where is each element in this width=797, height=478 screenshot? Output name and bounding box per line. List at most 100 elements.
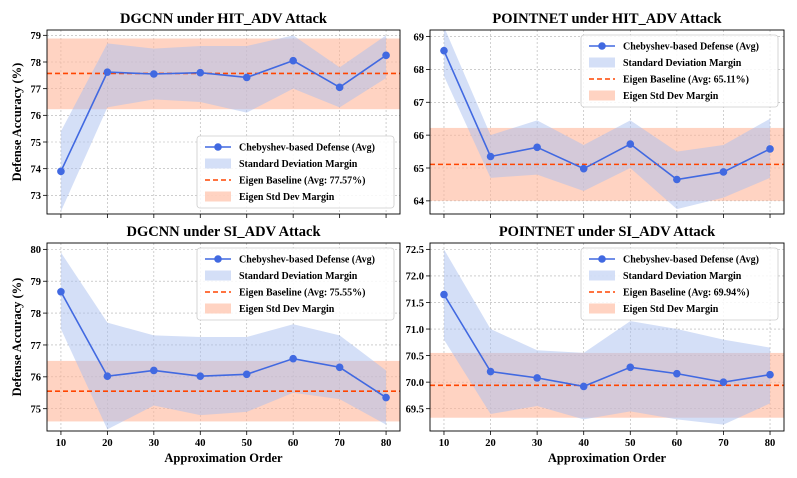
legend-band-swatch xyxy=(205,158,231,169)
x-axis-label: Approximation Order xyxy=(548,451,667,465)
legend-band-swatch xyxy=(589,270,615,281)
y-tick-label: 70.5 xyxy=(406,351,424,362)
legend-label-band: Standard Deviation Margin xyxy=(239,159,358,170)
legend-baseline-band-swatch xyxy=(589,90,615,101)
x-tick-label: 20 xyxy=(485,438,496,449)
series-line xyxy=(443,50,771,181)
y-tick-label: 76 xyxy=(31,111,42,122)
data-point xyxy=(150,70,158,78)
data-point xyxy=(533,143,541,152)
data-point xyxy=(533,374,541,382)
std-deviation-band xyxy=(60,252,387,430)
y-axis-label: Defense Accuracy (%) xyxy=(10,63,24,182)
legend-label-baseline-band: Eigen Std Dev Margin xyxy=(623,91,719,102)
y-tick-label: 80 xyxy=(31,245,42,256)
x-tick-label: 10 xyxy=(56,438,67,449)
x-axis-label: Approximation Order xyxy=(164,451,283,465)
data-point xyxy=(719,168,728,176)
data-point xyxy=(719,378,728,386)
legend: Chebyshev-based Defense (Avg) Standard De… xyxy=(196,247,395,321)
legend-band-swatch xyxy=(589,57,615,68)
axes-frame xyxy=(429,242,785,432)
series-line xyxy=(60,291,387,399)
y-tick-label: 64 xyxy=(414,197,425,208)
std-deviation-band xyxy=(60,35,387,212)
data-point xyxy=(289,354,297,363)
legend-label-line: Chebyshev-based Defense (Avg) xyxy=(623,255,759,266)
x-tick-label: 20 xyxy=(102,438,113,449)
legend-label-baseline-band: Eigen Std Dev Margin xyxy=(239,192,335,203)
y-tick-label: 69 xyxy=(414,32,425,43)
y-tick-label: 70.0 xyxy=(406,378,424,389)
data-point xyxy=(440,290,448,299)
data-point xyxy=(673,175,681,184)
x-tick-label: 60 xyxy=(672,438,683,449)
x-tick-label: 80 xyxy=(381,438,392,449)
plot-area xyxy=(47,35,400,212)
data-point xyxy=(382,393,390,402)
legend-label-line: Chebyshev-based Defense (Avg) xyxy=(623,42,759,53)
chart-panel-2: 64 65 66 67 68 69 POINTNET under HIT_ADV Attac… xyxy=(414,11,785,218)
legend-label-baseline: Eigen Baseline (Avg: 69.94%) xyxy=(623,288,749,299)
data-point xyxy=(103,372,112,380)
legend-label-baseline: Eigen Baseline (Avg: 65.11%) xyxy=(623,75,749,86)
x-tick-label: 70 xyxy=(718,438,729,449)
data-point xyxy=(766,145,774,153)
plot-area xyxy=(47,252,400,430)
data-point xyxy=(486,367,495,376)
data-point xyxy=(579,382,588,391)
legend-band-swatch xyxy=(205,270,231,281)
chart-title: POINTNET under HIT_ADV Attack xyxy=(492,11,722,27)
x-tick-label: 80 xyxy=(765,438,776,449)
legend: Chebyshev-based Defense (Avg) Standard De… xyxy=(196,135,395,209)
legend-box xyxy=(580,34,779,108)
legend-marker-swatch xyxy=(214,143,222,151)
legend: Chebyshev-based Defense (Avg) Standard De… xyxy=(580,247,779,321)
chart-panel-3: 10 20 30 40 50 60 70 80 75 76 77 78 79 80 DGCNN under … xyxy=(10,224,401,465)
y-tick-label: 77 xyxy=(31,84,42,95)
chart-panel-4: 10 20 30 40 50 60 70 80 69.5 70.0 70.5 71.0 71.5 72.0… xyxy=(406,224,785,465)
y-tick-label: 79 xyxy=(31,277,42,288)
y-tick-label: 75 xyxy=(31,138,42,149)
legend-marker-swatch xyxy=(598,255,606,263)
data-point xyxy=(196,68,205,77)
y-tick-label: 75 xyxy=(31,404,42,415)
data-point xyxy=(626,140,635,148)
y-tick-label: 66 xyxy=(414,131,425,142)
y-tick-label: 65 xyxy=(414,164,425,175)
data-point xyxy=(57,167,65,176)
y-tick-label: 67 xyxy=(414,98,425,109)
y-tick-label: 73 xyxy=(31,191,42,202)
legend-box xyxy=(196,247,395,321)
y-tick-label: 69.5 xyxy=(406,404,424,415)
legend-marker-swatch xyxy=(598,42,606,50)
data-point xyxy=(766,370,774,379)
chart-panel-1: 73 74 75 76 77 78 79 DGCNN under HIT_ADV Attack… xyxy=(10,11,401,218)
data-point xyxy=(242,370,251,379)
plot-area xyxy=(430,249,784,425)
axes-frame xyxy=(46,29,401,215)
data-point xyxy=(335,363,344,372)
plot-area xyxy=(430,30,784,210)
x-tick-label: 60 xyxy=(288,438,299,449)
data-point xyxy=(335,83,344,92)
y-tick-label: 72.5 xyxy=(406,245,424,256)
chart-title: DGCNN under SI_ADV Attack xyxy=(126,224,321,240)
x-tick-label: 40 xyxy=(578,438,589,449)
y-tick-label: 78 xyxy=(31,309,42,320)
legend-label-baseline-band: Eigen Std Dev Margin xyxy=(239,304,335,315)
legend-box xyxy=(580,247,779,321)
data-point xyxy=(579,164,588,173)
y-tick-label: 71.0 xyxy=(406,325,424,336)
data-point xyxy=(150,366,158,375)
x-tick-label: 30 xyxy=(532,438,543,449)
x-tick-label: 40 xyxy=(195,438,206,449)
data-point xyxy=(673,369,681,378)
data-point xyxy=(626,363,635,372)
legend-baseline-band-swatch xyxy=(205,191,231,202)
legend-marker-swatch xyxy=(214,255,222,263)
legend-baseline-band-swatch xyxy=(589,303,615,314)
legend-baseline-band-swatch xyxy=(205,303,231,314)
legend-label-baseline: Eigen Baseline (Avg: 75.55%) xyxy=(239,288,365,299)
